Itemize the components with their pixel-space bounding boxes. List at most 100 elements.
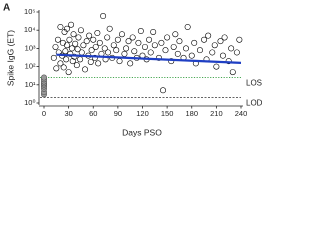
x-tick-label: 90 [114, 109, 122, 118]
data-point [83, 38, 90, 45]
y-tick-label: 10⁵ [24, 7, 35, 16]
data-point [60, 64, 67, 71]
reference-label: LOS [246, 79, 262, 88]
data-point [125, 38, 132, 45]
data-point [184, 23, 191, 30]
data-point [219, 52, 226, 59]
x-axis-label: Days PSO [122, 127, 162, 137]
data-point [100, 13, 107, 20]
data-point [94, 30, 101, 37]
x-tick-label: 180 [185, 109, 198, 118]
data-point [57, 23, 64, 30]
data-point [176, 38, 183, 45]
data-point [80, 42, 87, 49]
panel-label: A [3, 3, 10, 14]
data-point [59, 39, 66, 46]
data-point [52, 43, 59, 50]
x-tick-label: 30 [64, 109, 72, 118]
data-point [110, 42, 117, 49]
data-point [95, 60, 102, 67]
data-point [135, 39, 142, 46]
data-point [54, 36, 61, 43]
data-point [90, 36, 97, 43]
data-point [147, 49, 154, 56]
data-point [57, 60, 64, 67]
data-point [209, 49, 216, 56]
data-point [104, 34, 111, 41]
data-point [69, 58, 76, 65]
data-point [70, 31, 77, 38]
data-point [129, 34, 136, 41]
data-point [196, 47, 203, 54]
data-point [164, 34, 171, 41]
x-tick-label: 150 [161, 109, 174, 118]
data-point [121, 50, 128, 57]
data-point [162, 47, 169, 54]
data-point [131, 48, 138, 55]
data-point [221, 34, 228, 41]
y-tick-label: 10² [25, 62, 36, 71]
data-point [236, 36, 243, 43]
data-point [91, 54, 98, 61]
data-point [87, 58, 94, 65]
data-point [155, 54, 162, 61]
x-tick-label: 240 [235, 109, 248, 118]
trend-line [56, 53, 242, 64]
data-point [63, 42, 70, 49]
data-point [137, 28, 144, 35]
data-point [63, 56, 70, 63]
data-point [191, 39, 198, 46]
data-point [168, 58, 175, 65]
reference-label: LOD [246, 99, 263, 108]
data-point [151, 42, 158, 49]
data-point [172, 31, 179, 38]
data-point [77, 27, 84, 34]
data-point [183, 45, 190, 52]
x-tick-label: 0 [42, 109, 46, 118]
data-point [92, 43, 99, 50]
data-point [106, 25, 113, 32]
data-point [63, 25, 70, 32]
data-point [213, 63, 220, 70]
data-point [116, 58, 123, 65]
data-point [233, 49, 240, 56]
y-axis-label: Spike IgG (ET) [5, 30, 15, 86]
data-point [205, 32, 212, 39]
data-point [188, 52, 195, 59]
y-tick-label: 10³ [25, 43, 36, 52]
data-point [114, 36, 121, 43]
data-point [201, 36, 208, 43]
data-point [66, 36, 73, 43]
data-point [75, 34, 82, 41]
data-point [74, 46, 81, 53]
x-tick-label: 120 [136, 109, 149, 118]
data-point [150, 28, 157, 35]
data-point [65, 69, 72, 76]
data-point [96, 39, 103, 46]
data-point [127, 60, 134, 67]
data-point [105, 49, 112, 56]
data-point [174, 50, 181, 57]
data-point [123, 45, 130, 52]
data-point [78, 49, 85, 56]
x-tick-label: 60 [89, 109, 97, 118]
data-point [160, 87, 167, 94]
data-point [217, 38, 224, 45]
data-point [77, 56, 84, 63]
data-point [73, 62, 80, 69]
y-tick-label: 10⁴ [24, 25, 36, 34]
data-point [82, 66, 89, 73]
y-tick-label: 10¹ [25, 80, 36, 89]
data-point [62, 48, 69, 55]
data-point [67, 50, 74, 57]
data-point [53, 65, 60, 72]
x-tick-label: 210 [210, 109, 223, 118]
data-point [113, 47, 120, 54]
data-point [68, 21, 75, 28]
data-point [211, 42, 218, 49]
data-point [40, 74, 47, 81]
data-point [101, 45, 108, 52]
data-point [72, 40, 79, 47]
data-point [68, 45, 75, 52]
data-point [170, 43, 177, 50]
